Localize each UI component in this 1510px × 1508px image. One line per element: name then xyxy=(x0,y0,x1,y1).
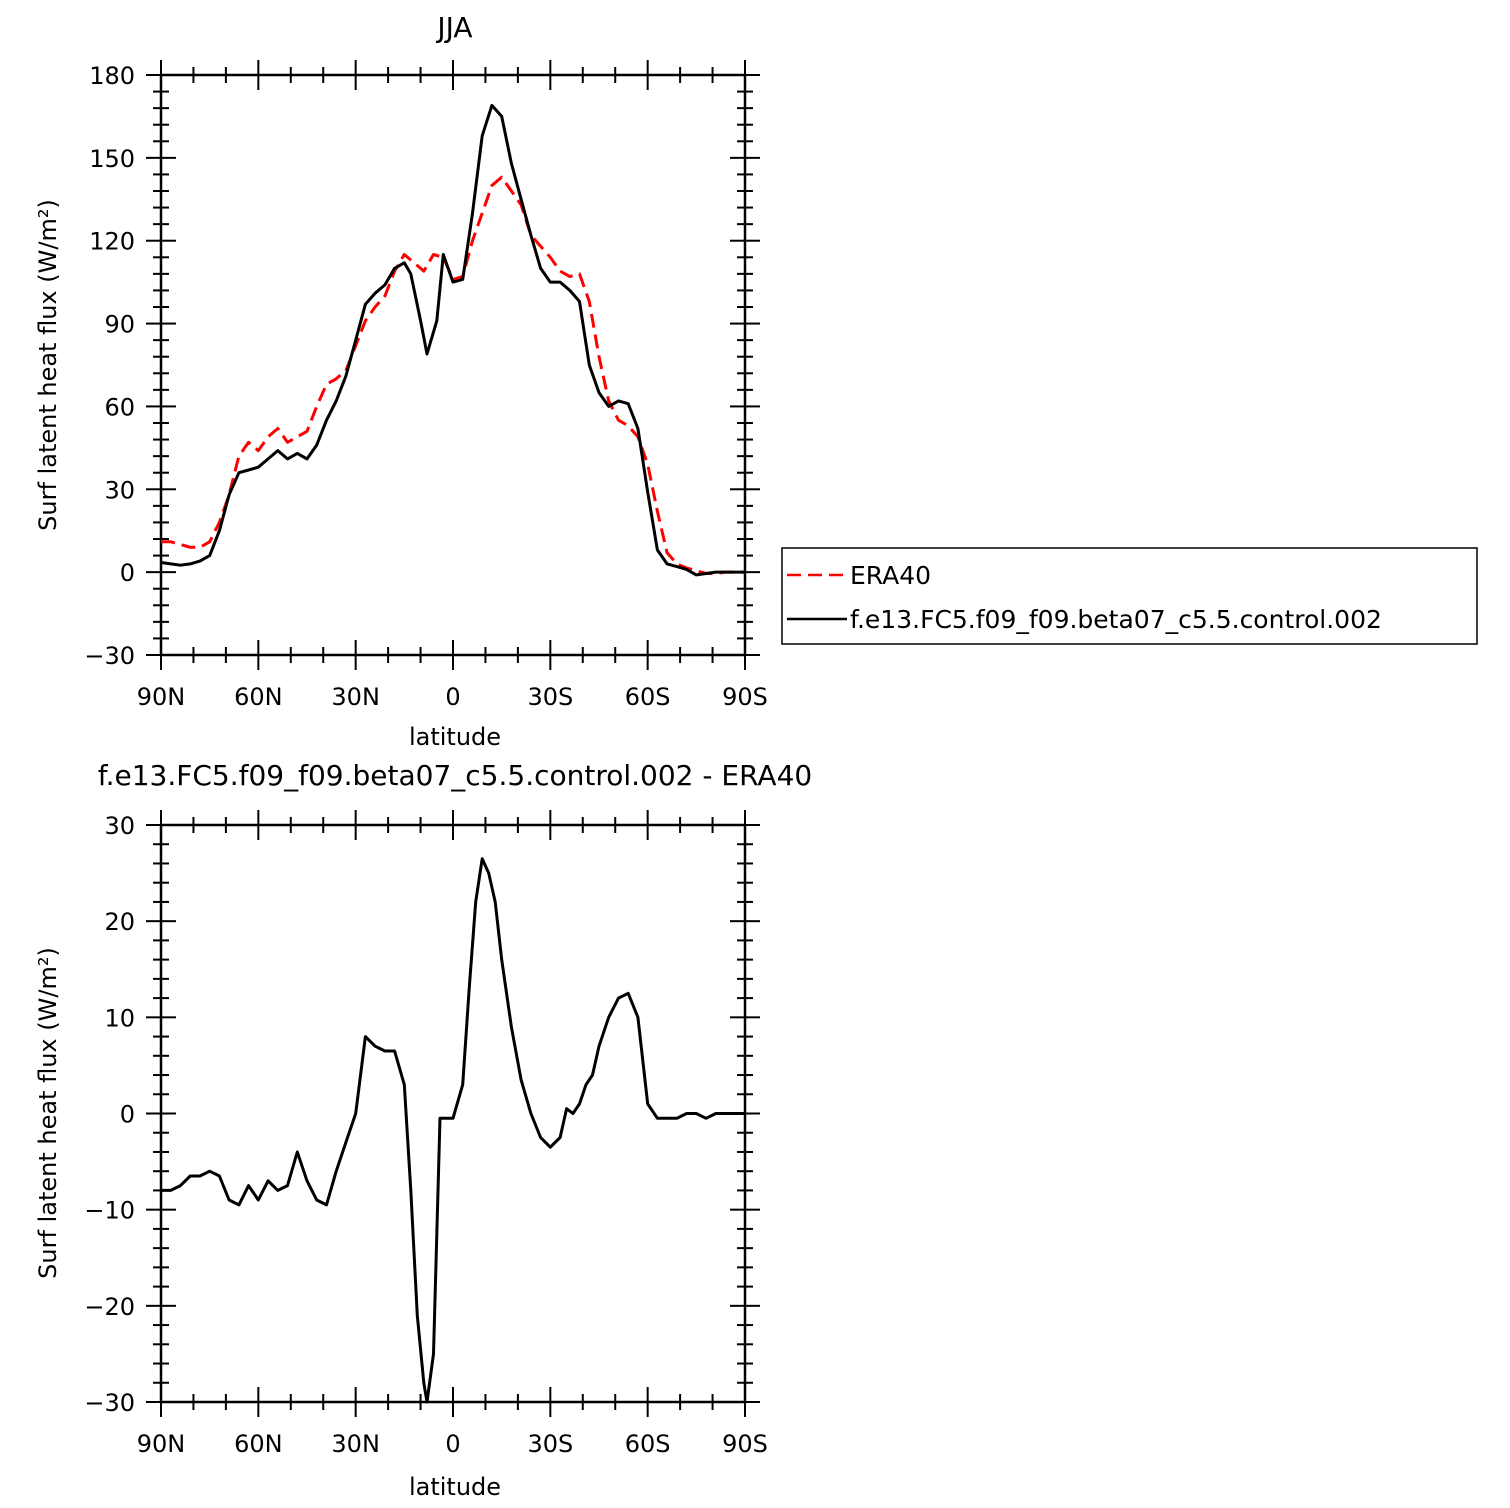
top-y-tick-label: −30 xyxy=(84,642,135,670)
bottom-x-tick-label: 90N xyxy=(137,1430,186,1458)
top-y-tick-label: 90 xyxy=(104,311,135,339)
bottom-series-group xyxy=(161,857,745,1404)
top-axis-ticks: −30 0 30 60 90 120 150 180 90N 60N 30N 0 30S 60S 90S xyxy=(84,60,768,711)
top-x-tick-label: 60N xyxy=(234,683,283,711)
top-plot-frame xyxy=(159,73,747,657)
bottom-y-tick-label: −30 xyxy=(84,1389,135,1417)
bottom-y-axis-title: Surf latent heat flux (W/m²) xyxy=(34,947,62,1279)
top-y-tick-label: 180 xyxy=(89,62,135,90)
bottom-y-tick-label: 30 xyxy=(104,812,135,840)
top-x-tick-label: 60S xyxy=(625,683,671,711)
bottom-y-tick-label: 10 xyxy=(104,1004,135,1032)
bottom-x-tick-label: 90S xyxy=(722,1430,768,1458)
top-x-axis-title: latitude xyxy=(409,723,501,751)
top-plot-title: JJA xyxy=(435,11,472,44)
top-y-tick-label: 120 xyxy=(89,228,135,256)
legend: ERA40 f.e13.FC5.f09_f09.beta07_c5.5.cont… xyxy=(781,547,1478,645)
bottom-axis-ticks: −30 −20 −10 0 10 20 30 90N 60N 30N 0 30S 60S 90S xyxy=(84,810,768,1458)
bottom-y-tick-label: 0 xyxy=(120,1101,135,1129)
top-y-tick-label: 0 xyxy=(120,559,135,587)
top-x-tick-label: 30N xyxy=(331,683,380,711)
bottom-series-line-0 xyxy=(161,857,745,1404)
bottom-x-tick-label: 60N xyxy=(234,1430,283,1458)
bottom-x-tick-label: 30S xyxy=(527,1430,573,1458)
bottom-x-tick-label: 30N xyxy=(331,1430,380,1458)
bottom-y-tick-label: 20 xyxy=(104,908,135,936)
bottom-panel: f.e13.FC5.f09_f09.beta07_c5.5.control.00… xyxy=(34,759,812,1501)
top-x-tick-label: 90N xyxy=(137,683,186,711)
top-y-tick-label: 60 xyxy=(104,393,135,421)
bottom-x-tick-label: 0 xyxy=(445,1430,460,1458)
legend-label-era40: ERA40 xyxy=(850,561,931,590)
legend-label-model: f.e13.FC5.f09_f09.beta07_c5.5.control.00… xyxy=(850,605,1382,634)
top-x-tick-label: 90S xyxy=(722,683,768,711)
top-panel: JJA −30 0 30 60 90 120 150 180 90N 60N 30N 0 30S 60S 9… xyxy=(34,11,768,751)
top-series-line-1 xyxy=(160,103,745,577)
bottom-y-tick-label: −20 xyxy=(84,1293,135,1321)
top-series-group xyxy=(160,103,745,577)
top-y-tick-label: 30 xyxy=(104,476,135,504)
legend-box xyxy=(781,547,1478,645)
bottom-x-tick-label: 60S xyxy=(625,1430,671,1458)
bottom-y-tick-label: −10 xyxy=(84,1197,135,1225)
top-x-tick-label: 0 xyxy=(445,683,460,711)
bottom-x-axis-title: latitude xyxy=(409,1473,501,1501)
top-y-tick-label: 150 xyxy=(89,145,135,173)
top-series-line-0 xyxy=(161,175,745,575)
top-y-axis-title: Surf latent heat flux (W/m²) xyxy=(34,199,62,531)
top-x-tick-label: 30S xyxy=(527,683,573,711)
bottom-plot-title: f.e13.FC5.f09_f09.beta07_c5.5.control.00… xyxy=(98,759,812,792)
